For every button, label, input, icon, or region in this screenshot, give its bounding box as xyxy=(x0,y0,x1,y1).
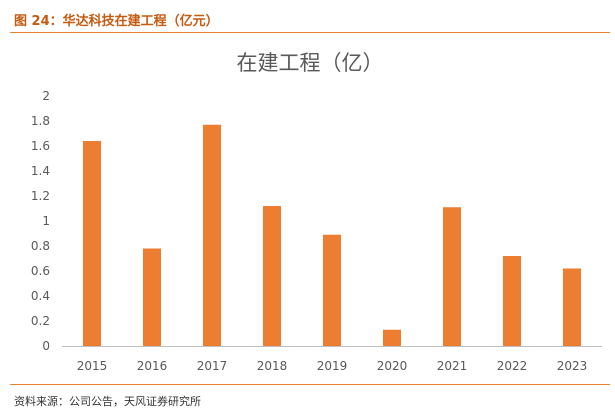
x-tick-label: 2016 xyxy=(137,359,168,373)
bar-chart: 在建工程（亿） 0 0.2 0.4 0.6 0.8 1 1.2 1.4 1.6 1.8 2 2015… xyxy=(31,51,602,373)
x-tick-label: 2015 xyxy=(77,359,108,373)
y-tick-label: 1.6 xyxy=(31,139,50,153)
y-axis-ticks: 0 0.2 0.4 0.6 0.8 1 1.2 1.4 1.6 1.8 2 xyxy=(31,89,50,353)
y-tick-label: 0.6 xyxy=(31,264,50,278)
y-tick-label: 1 xyxy=(42,214,50,228)
y-tick-label: 0.2 xyxy=(31,314,50,328)
y-tick-label: 2 xyxy=(42,89,50,103)
figure-footer: 资料来源：公司公告，天风证券研究所 xyxy=(10,384,610,413)
chart-container: 在建工程（亿） 0 0.2 0.4 0.6 0.8 1 1.2 1.4 1.6 1.8 2 2015… xyxy=(10,36,610,382)
y-tick-label: 1.2 xyxy=(31,189,50,203)
bar-2022 xyxy=(503,256,521,346)
x-tick-label: 2017 xyxy=(197,359,228,373)
bar-2019 xyxy=(323,234,341,346)
bar-2015 xyxy=(83,141,101,346)
x-tick-label: 2023 xyxy=(557,359,588,373)
y-tick-label: 0 xyxy=(42,339,50,353)
chart-title: 在建工程（亿） xyxy=(237,51,384,75)
bar-2016 xyxy=(143,248,161,346)
figure-caption: 图 24：华达科技在建工程（亿元） xyxy=(14,14,219,29)
y-tick-label: 1.4 xyxy=(31,164,50,178)
bar-2020 xyxy=(383,329,401,346)
bars-group xyxy=(83,124,581,346)
y-tick-label: 1.8 xyxy=(31,114,50,128)
bar-2018 xyxy=(263,206,281,346)
y-tick-label: 0.8 xyxy=(31,239,50,253)
x-axis-ticks: 2015 2016 2017 2018 2019 2020 2021 2022 2023 xyxy=(77,359,588,373)
bar-2023 xyxy=(563,268,581,346)
x-tick-label: 2019 xyxy=(317,359,348,373)
figure-source: 资料来源：公司公告，天风证券研究所 xyxy=(14,395,201,408)
x-tick-label: 2020 xyxy=(377,359,408,373)
figure-header: 图 24：华达科技在建工程（亿元） xyxy=(10,4,610,33)
x-tick-label: 2022 xyxy=(497,359,528,373)
bar-2021 xyxy=(443,207,461,346)
x-tick-label: 2021 xyxy=(437,359,468,373)
y-tick-label: 0.4 xyxy=(31,289,50,303)
x-tick-label: 2018 xyxy=(257,359,288,373)
bar-2017 xyxy=(203,124,221,346)
